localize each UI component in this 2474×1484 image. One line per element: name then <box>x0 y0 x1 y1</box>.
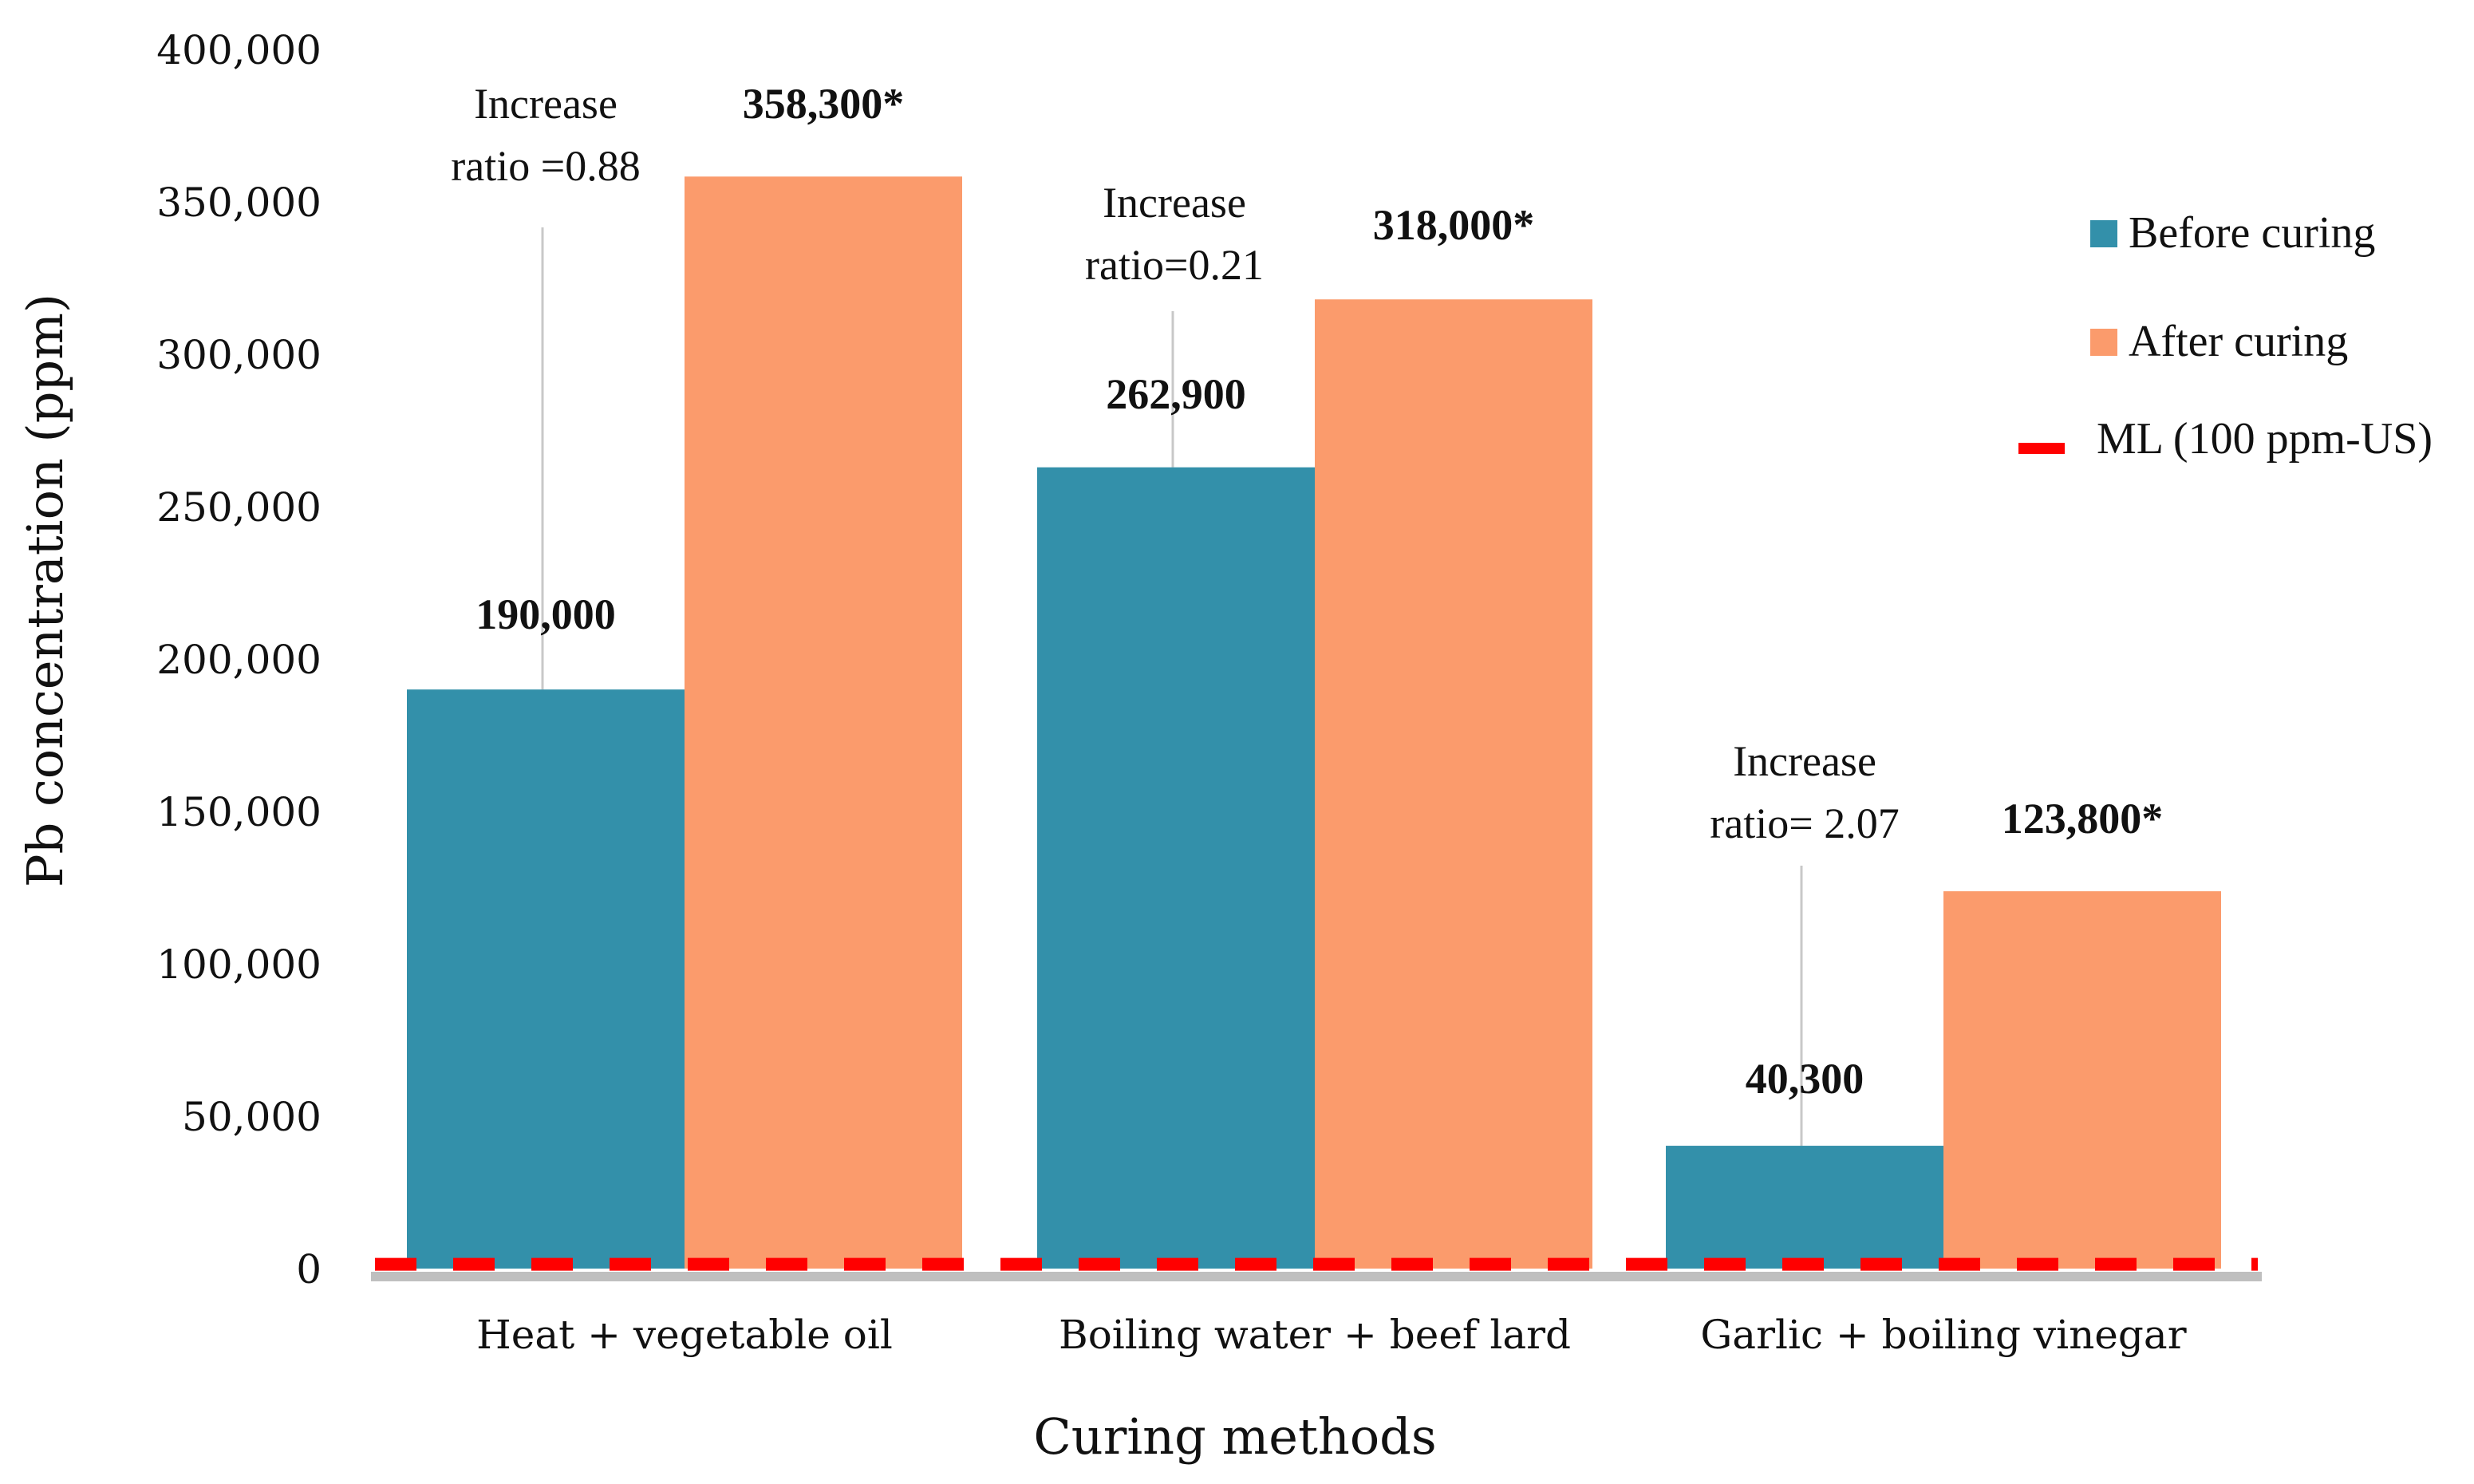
annotation-leader-lines <box>541 227 1803 1147</box>
y-tick-label-6: 300,000 <box>156 332 322 378</box>
y-axis-ticks: 0 50,000 100,000 150,000 200,000 250,000 300,0… <box>156 27 322 1293</box>
category-label-1: Heat + vegetable oil <box>476 1312 893 1358</box>
data-labels-group: 190,000 358,300* 262,900 318,000* 40,300 123,… <box>475 80 2163 1103</box>
category-label-2: Boiling water + beef lard <box>1059 1312 1571 1358</box>
data-label-before-3: 40,300 <box>1746 1055 1864 1103</box>
category-label-3: Garlic + boiling vinegar <box>1700 1312 2186 1358</box>
data-label-after-1: 358,300* <box>743 80 905 128</box>
annotations-group: Increase ratio =0.88 Increase ratio=0.21 Inc… <box>451 80 1899 847</box>
x-axis-title: Curing methods <box>1033 1407 1436 1466</box>
bar-after-3 <box>1943 891 2221 1269</box>
bar-before-3 <box>1666 1146 1943 1269</box>
legend-label-ml: ML (100 ppm-US) <box>2097 414 2433 464</box>
category-labels-group: Heat + vegetable oil Boiling water + beef… <box>476 1312 2187 1358</box>
y-tick-label-8: 400,000 <box>156 27 322 73</box>
y-tick-label-3: 150,000 <box>156 789 322 835</box>
bar-after-1 <box>685 176 962 1269</box>
increase-ratio-annotation-3-line1: Increase <box>1733 737 1876 785</box>
y-axis-title: Pb concentration (ppm) <box>16 294 74 887</box>
legend-swatch-after <box>2090 329 2117 356</box>
data-label-before-2: 262,900 <box>1106 370 1246 418</box>
y-tick-label-5: 250,000 <box>156 484 322 531</box>
data-label-before-1: 190,000 <box>475 590 616 638</box>
data-label-after-2: 318,000* <box>1373 201 1535 249</box>
bars-group <box>407 176 2221 1269</box>
increase-ratio-annotation-3-line2: ratio= 2.07 <box>1710 799 1899 847</box>
bar-before-1 <box>407 689 685 1269</box>
y-tick-label-0: 0 <box>296 1246 322 1293</box>
y-tick-label-1: 50,000 <box>182 1094 322 1140</box>
increase-ratio-annotation-2-line2: ratio=0.21 <box>1085 241 1264 289</box>
legend-label-before: Before curing <box>2129 208 2375 258</box>
legend: Before curing After curing ML (100 ppm-US) <box>2018 208 2433 464</box>
legend-swatch-before <box>2090 220 2117 247</box>
y-tick-label-4: 200,000 <box>156 637 322 683</box>
data-label-after-3: 123,800* <box>2002 795 2164 843</box>
increase-ratio-annotation-1-line2: ratio =0.88 <box>451 142 640 190</box>
bar-before-2 <box>1037 467 1315 1269</box>
bar-after-2 <box>1315 299 1592 1269</box>
increase-ratio-annotation-2-line1: Increase <box>1103 179 1246 227</box>
increase-ratio-annotation-1-line1: Increase <box>474 80 618 128</box>
y-tick-label-7: 350,000 <box>156 180 322 226</box>
y-tick-label-2: 100,000 <box>156 941 322 988</box>
legend-label-after: After curing <box>2129 317 2348 366</box>
